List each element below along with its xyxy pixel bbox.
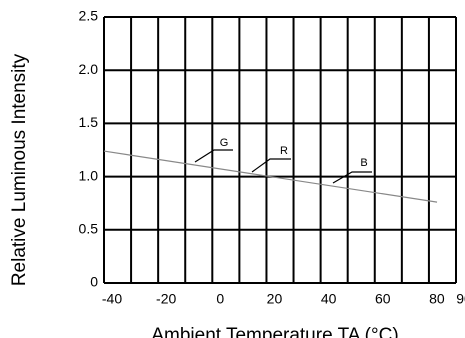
y-tick-label: 2.0 bbox=[79, 61, 99, 77]
y-tick-label: 1.5 bbox=[79, 114, 99, 130]
annotation: R bbox=[280, 145, 288, 157]
x-tick-label: -40 bbox=[102, 291, 122, 307]
leader-line bbox=[332, 171, 372, 184]
x-tick-label: 90 bbox=[456, 291, 465, 307]
leader-line bbox=[194, 149, 233, 163]
x-tick-label: 80 bbox=[429, 291, 445, 307]
x-tick-label: 60 bbox=[375, 291, 391, 307]
x-axis-label: Ambient Temperature TA (°C) bbox=[151, 325, 398, 338]
annotation: B bbox=[360, 157, 367, 169]
x-tick-label: 0 bbox=[216, 291, 224, 307]
y-tick-label: 0 bbox=[90, 274, 98, 290]
y-tick-label: 1.0 bbox=[79, 167, 99, 183]
x-tick-label: 40 bbox=[321, 291, 337, 307]
data-line bbox=[103, 150, 438, 203]
y-tick-label: 0.5 bbox=[79, 221, 99, 237]
y-axis-label: Relative Luminous Intensity bbox=[9, 53, 30, 286]
y-tick-label: 2.5 bbox=[79, 8, 99, 24]
annotation: G bbox=[220, 137, 229, 149]
x-tick-label: -20 bbox=[156, 291, 176, 307]
leader-line bbox=[251, 158, 291, 173]
x-tick-label: 20 bbox=[267, 291, 283, 307]
